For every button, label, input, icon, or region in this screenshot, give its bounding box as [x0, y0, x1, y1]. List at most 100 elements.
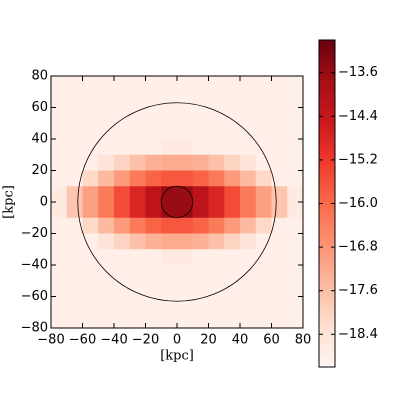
heat-cell [66, 123, 83, 140]
x-tick-label: −40 [100, 333, 127, 348]
heat-cell [66, 186, 83, 203]
heat-cell [240, 154, 257, 171]
heat-cell [161, 233, 178, 250]
heat-cell [240, 296, 257, 313]
heat-cell [271, 217, 288, 234]
heat-cell [66, 154, 83, 171]
heat-cell [145, 217, 162, 234]
heat-cell [271, 123, 288, 140]
heat-cell [98, 154, 115, 171]
heat-cell [82, 249, 99, 266]
colorbar-tick-label: −13.6 [338, 65, 378, 80]
y-tick-label: 40 [31, 132, 48, 147]
y-tick-label: 60 [31, 100, 48, 115]
heat-cell [66, 265, 83, 282]
heat-cell [145, 91, 162, 108]
heat-cell [51, 107, 68, 124]
heat-cell [208, 170, 225, 187]
colorbar-tick-label: −17.6 [338, 283, 378, 298]
y-tick-label: −60 [21, 289, 48, 304]
heat-cell [161, 265, 178, 282]
heat-cell [224, 312, 241, 328]
heat-cell [98, 123, 115, 140]
heat-cell [177, 170, 194, 187]
heat-cell [287, 217, 303, 234]
heat-cell [208, 312, 225, 328]
heat-cell [240, 249, 257, 266]
heat-cell [255, 202, 272, 219]
heat-cell [129, 186, 146, 203]
heat-cell [51, 76, 68, 93]
heat-cell [161, 202, 178, 219]
heat-cell [271, 186, 288, 203]
heat-cell [114, 312, 131, 328]
heat-cell [208, 91, 225, 108]
heat-cell [98, 202, 115, 219]
heat-cell [145, 296, 162, 313]
heat-cell [271, 296, 288, 313]
heat-cell [82, 202, 99, 219]
heat-cell [192, 249, 209, 266]
x-tick-label: −20 [132, 333, 159, 348]
heat-cell [161, 107, 178, 124]
heat-cell [240, 91, 257, 108]
heat-cell [287, 296, 303, 313]
heat-cell [82, 280, 99, 297]
heat-cell [66, 107, 83, 124]
heat-cell [161, 123, 178, 140]
heat-cell [129, 154, 146, 171]
heat-cell [114, 233, 131, 250]
heat-cell [208, 249, 225, 266]
heat-cell [271, 249, 288, 266]
heat-cell [161, 280, 178, 297]
heat-cell [192, 280, 209, 297]
heat-cell [98, 233, 115, 250]
heat-cell [177, 202, 194, 219]
heat-cell [51, 186, 68, 203]
heat-cell [82, 154, 99, 171]
circle-marker [77, 102, 277, 302]
heat-cell [98, 186, 115, 203]
heat-cell [255, 312, 272, 328]
heat-cell [129, 123, 146, 140]
heat-cell [287, 76, 303, 93]
heat-cell [192, 154, 209, 171]
heat-cell [240, 217, 257, 234]
heat-cell [51, 233, 68, 250]
x-tick-label: 0 [173, 333, 181, 348]
heat-cell [129, 312, 146, 328]
heat-cell [287, 123, 303, 140]
x-tick-label: 60 [263, 333, 280, 348]
heat-cell [192, 265, 209, 282]
heat-cell [114, 202, 131, 219]
heat-cell [82, 233, 99, 250]
heat-cell [98, 76, 115, 93]
heat-cell [98, 139, 115, 156]
heat-cell [114, 280, 131, 297]
heat-cell [145, 233, 162, 250]
heat-cell [98, 265, 115, 282]
heat-cell [255, 280, 272, 297]
heat-cell [224, 154, 241, 171]
heat-cell [177, 91, 194, 108]
heat-cell [51, 249, 68, 266]
heat-cell [208, 217, 225, 234]
heat-cell [255, 139, 272, 156]
y-tick-label: −40 [21, 258, 48, 273]
heat-cell [145, 139, 162, 156]
heat-cell [192, 76, 209, 93]
heat-cell [145, 280, 162, 297]
heat-cell [192, 91, 209, 108]
heat-cell [129, 76, 146, 93]
heat-cell [177, 249, 194, 266]
heat-cell [224, 265, 241, 282]
heat-cell [66, 280, 83, 297]
heat-cell [129, 265, 146, 282]
heat-cell [66, 76, 83, 93]
heat-cell [224, 170, 241, 187]
heat-cell [255, 233, 272, 250]
heat-cell [177, 123, 194, 140]
heat-cell [255, 186, 272, 203]
colorbar-tick-label: −16.0 [338, 196, 378, 211]
colorbar-tick-label: −15.2 [338, 152, 378, 167]
